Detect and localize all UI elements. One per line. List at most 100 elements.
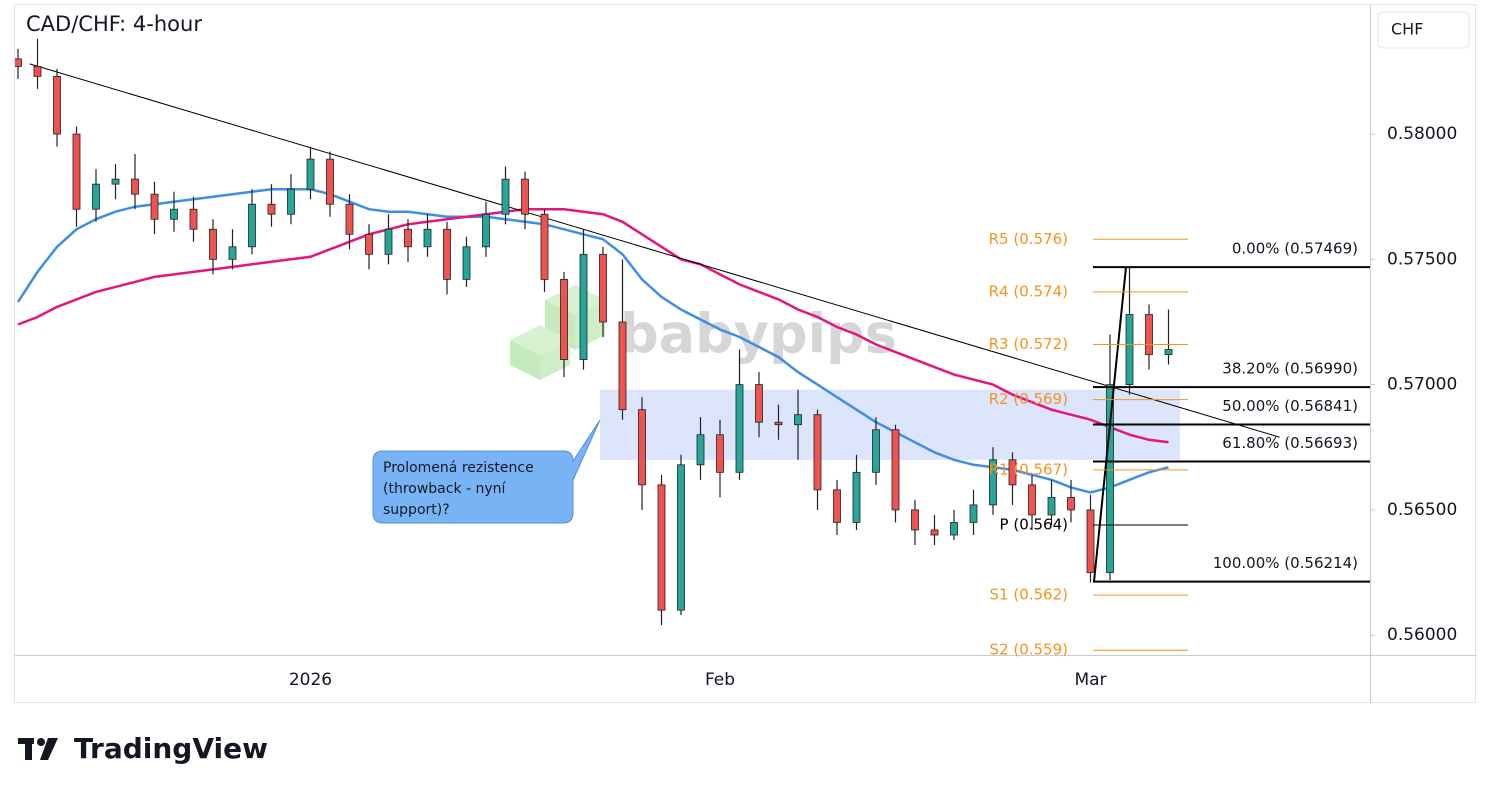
candle-body bbox=[1008, 459, 1017, 486]
candle-body bbox=[1067, 496, 1075, 511]
callout-text: (throwback - nyní bbox=[383, 481, 507, 497]
x-tick-label: 2026 bbox=[289, 670, 332, 690]
candle-body bbox=[365, 233, 373, 255]
logo-cube bbox=[510, 340, 540, 380]
candle-body bbox=[1164, 349, 1173, 355]
y-tick-label: 0.58000 bbox=[1387, 124, 1457, 144]
candle-body bbox=[833, 489, 841, 523]
pivot-label: R2 (0.569) bbox=[989, 390, 1068, 408]
candle-body bbox=[794, 414, 802, 426]
chart-frame bbox=[14, 4, 1476, 703]
candle-body bbox=[482, 213, 490, 248]
candle-body bbox=[657, 484, 666, 611]
trendline bbox=[29, 63, 1280, 438]
candle-body bbox=[150, 193, 159, 220]
candle-body bbox=[696, 434, 705, 466]
candle-body bbox=[111, 178, 120, 185]
currency-box bbox=[1377, 11, 1470, 49]
candle-body bbox=[852, 471, 861, 523]
candle-body bbox=[501, 178, 510, 215]
candle-body bbox=[774, 421, 783, 426]
pivot-label: R1 (0.567) bbox=[989, 460, 1068, 478]
x-tick-label: Mar bbox=[1074, 670, 1106, 690]
callout-text: Prolomená rezistence bbox=[383, 460, 534, 476]
y-tick-label: 0.57500 bbox=[1387, 249, 1457, 269]
candle-body bbox=[131, 178, 139, 195]
currency-label: CHF bbox=[1391, 20, 1423, 39]
pivot-label: S1 (0.562) bbox=[990, 586, 1068, 604]
candle-body bbox=[540, 213, 549, 280]
candle-body bbox=[462, 246, 471, 280]
candle-body bbox=[521, 178, 529, 215]
candle-body bbox=[872, 429, 880, 473]
candle-body bbox=[1145, 314, 1153, 355]
candle-body bbox=[950, 522, 958, 536]
candle-body bbox=[228, 246, 237, 260]
candle-body bbox=[560, 278, 568, 360]
candle-body bbox=[1106, 384, 1114, 573]
moving-average bbox=[17, 207, 1169, 444]
candle-body bbox=[618, 321, 627, 411]
candle-body bbox=[345, 203, 354, 235]
candle-body bbox=[579, 253, 588, 360]
candle-body bbox=[92, 183, 100, 210]
chart-title: CAD/CHF: 4-hour bbox=[26, 12, 202, 36]
callout-box bbox=[372, 419, 601, 524]
candle-body bbox=[1086, 509, 1095, 573]
y-tick-label: 0.57000 bbox=[1387, 375, 1457, 395]
candle-body bbox=[1125, 314, 1134, 386]
candle-body bbox=[326, 158, 334, 205]
fib-label: 50.00% (0.56841) bbox=[1222, 397, 1358, 415]
logo-shape bbox=[40, 738, 58, 760]
pivot-label: R3 (0.572) bbox=[989, 335, 1068, 353]
candle-body bbox=[306, 158, 315, 190]
candle-body bbox=[248, 203, 256, 248]
candle-body bbox=[1028, 484, 1036, 516]
pivot-label: P (0.564) bbox=[1000, 515, 1068, 533]
candle-body bbox=[72, 133, 81, 210]
brand: TradingView bbox=[74, 732, 268, 765]
candle-body bbox=[384, 228, 393, 255]
moving-average bbox=[16, 187, 1169, 494]
fib-label: 0.00% (0.57469) bbox=[1232, 240, 1358, 258]
candle-body bbox=[911, 509, 919, 531]
candle-body bbox=[969, 504, 978, 523]
candle-body bbox=[287, 188, 295, 215]
fib-label: 38.20% (0.56990) bbox=[1222, 360, 1358, 378]
candle-body bbox=[189, 208, 198, 230]
candle-body bbox=[599, 253, 607, 323]
logo-shape bbox=[37, 738, 45, 746]
callout-text: support)? bbox=[383, 502, 450, 518]
fib-label: 61.80% (0.56693) bbox=[1222, 434, 1358, 452]
candle-body bbox=[404, 228, 412, 248]
candle-body bbox=[930, 529, 939, 536]
candle-body bbox=[443, 228, 451, 280]
pivot-label: R4 (0.574) bbox=[989, 282, 1068, 300]
pivot-label: S2 (0.559) bbox=[990, 641, 1068, 659]
watermark: babypips bbox=[620, 303, 897, 366]
candle-body bbox=[813, 414, 822, 491]
candle-body bbox=[267, 203, 276, 215]
candle-body bbox=[755, 384, 763, 423]
candle-body bbox=[1047, 496, 1056, 516]
candle-body bbox=[677, 464, 685, 611]
y-tick-label: 0.56000 bbox=[1387, 625, 1457, 645]
pivot-label: R5 (0.576) bbox=[989, 230, 1068, 248]
brand-logo bbox=[18, 738, 58, 760]
candle-body bbox=[209, 228, 217, 260]
candle-body bbox=[735, 384, 744, 473]
watermark-logo bbox=[510, 285, 605, 380]
candle-body bbox=[716, 434, 724, 473]
y-tick-label: 0.56500 bbox=[1387, 500, 1457, 520]
candle-body bbox=[989, 459, 997, 506]
candle-body bbox=[638, 409, 646, 486]
candle-body bbox=[423, 228, 432, 248]
candle-body bbox=[15, 58, 22, 67]
candle-body bbox=[53, 76, 61, 135]
plot bbox=[15, 38, 1280, 626]
candle-body bbox=[170, 208, 178, 220]
candle-body bbox=[891, 429, 900, 511]
logo-cube bbox=[545, 285, 605, 315]
